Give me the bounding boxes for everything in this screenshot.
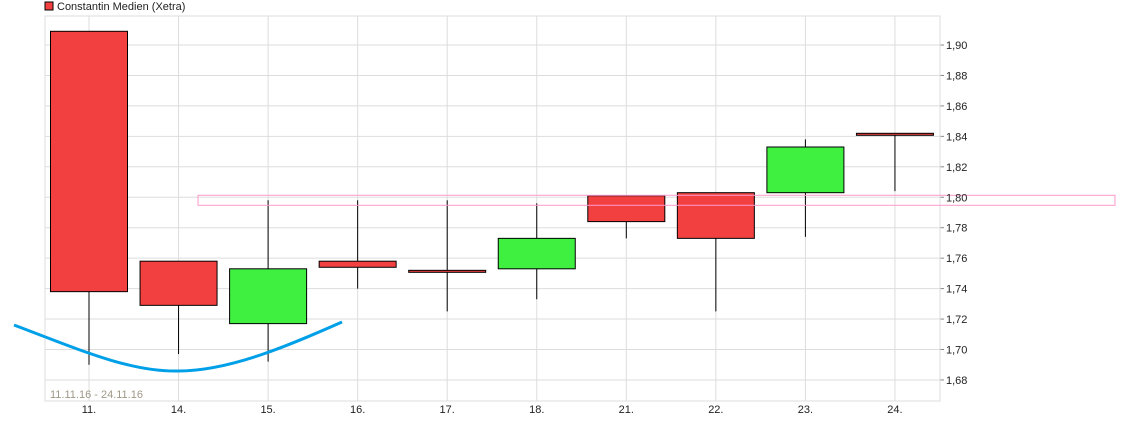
candle-down bbox=[408, 269, 487, 273]
y-tick-label: 1,76 bbox=[946, 253, 967, 265]
x-tick-label: 11. bbox=[82, 404, 96, 416]
x-tick-label: 22. bbox=[708, 404, 723, 416]
date-range: 11.11.16 - 24.11.16 bbox=[50, 389, 143, 401]
candle-down bbox=[676, 192, 755, 239]
candle-up bbox=[497, 237, 576, 270]
trend-curve bbox=[13, 320, 343, 373]
legend-label: Constantin Medien (Xetra) bbox=[57, 1, 185, 13]
candle-down bbox=[318, 260, 397, 268]
x-tick-label: 24. bbox=[887, 404, 902, 416]
y-tick-label: 1,80 bbox=[946, 192, 967, 204]
candle-down bbox=[139, 260, 218, 306]
y-tick-label: 1,68 bbox=[946, 375, 967, 387]
y-tick-label: 1,90 bbox=[946, 40, 967, 52]
y-tick-label: 1,74 bbox=[946, 284, 967, 296]
candle-up bbox=[229, 268, 308, 325]
x-tick-label: 16. bbox=[350, 404, 365, 416]
legend-swatch bbox=[44, 1, 54, 11]
x-tick-label: 15. bbox=[260, 404, 275, 416]
y-tick-label: 1,78 bbox=[946, 223, 967, 235]
plot-frame bbox=[44, 15, 941, 402]
x-tick-label: 17. bbox=[440, 404, 455, 416]
candle-down bbox=[50, 30, 128, 293]
y-tick-label: 1,82 bbox=[946, 162, 967, 174]
resistance-band bbox=[197, 194, 1116, 206]
candle-down bbox=[587, 195, 666, 223]
y-tick-label: 1,84 bbox=[946, 131, 967, 143]
y-tick-label: 1,86 bbox=[946, 101, 967, 113]
x-tick-label: 23. bbox=[798, 404, 813, 416]
y-tick-label: 1,72 bbox=[946, 314, 967, 326]
candle-down bbox=[855, 132, 934, 136]
x-tick-label: 14. bbox=[171, 404, 186, 416]
y-tick-label: 1,88 bbox=[946, 70, 967, 82]
y-tick-label: 1,70 bbox=[946, 345, 967, 357]
candle-up bbox=[766, 146, 845, 194]
x-tick-label: 18. bbox=[529, 404, 544, 416]
x-tick-label: 21. bbox=[619, 404, 634, 416]
